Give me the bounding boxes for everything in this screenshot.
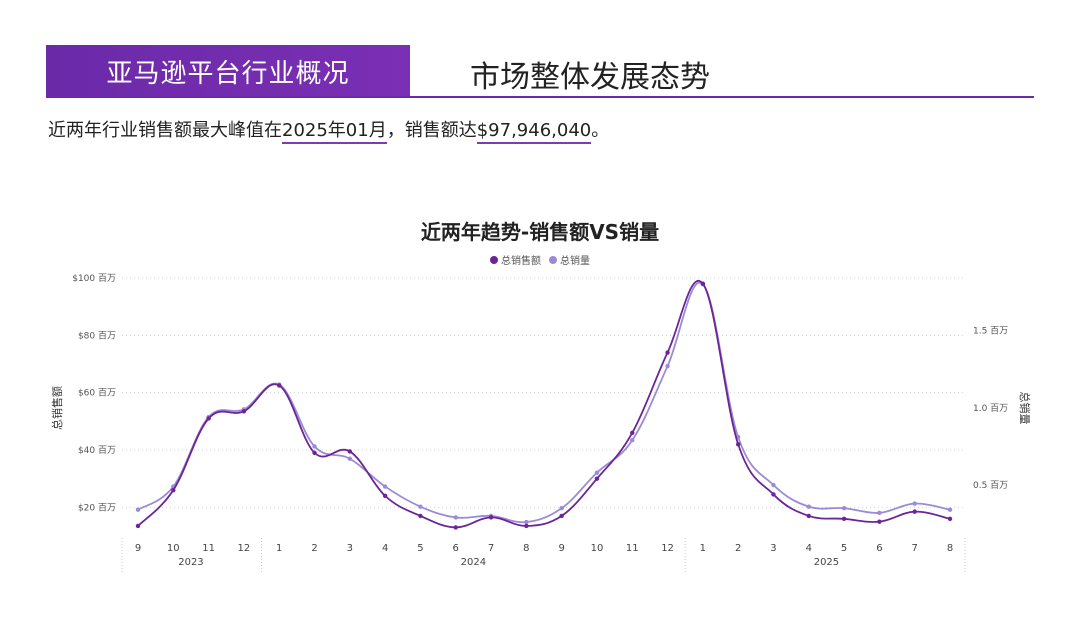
data-point-sales	[171, 487, 176, 493]
x-tick-label: 7	[912, 543, 918, 554]
series-line-sales	[137, 280, 951, 529]
x-tick-label: 5	[417, 543, 423, 554]
data-point-volume	[347, 456, 353, 461]
data-point-sales	[700, 281, 706, 286]
data-point-volume	[135, 507, 141, 512]
data-point-sales	[912, 509, 917, 514]
y-left-tick-label: $60 百万	[78, 388, 116, 399]
data-point-sales	[735, 442, 741, 447]
data-point-volume	[912, 501, 917, 506]
x-tick-label: 2	[311, 543, 317, 554]
y-left-axis-title: 总销售额	[50, 386, 64, 430]
x-tick-label: 1	[700, 543, 706, 554]
y-left-tick-label: $80 百万	[78, 330, 116, 341]
data-point-sales	[241, 409, 247, 414]
data-point-sales	[947, 516, 953, 521]
data-point-volume	[559, 505, 564, 511]
x-tick-label: 10	[167, 543, 180, 554]
x-year-label: 2023	[178, 557, 203, 568]
data-point-sales	[382, 493, 388, 499]
data-point-volume	[771, 482, 776, 488]
summary-prefix: 近两年行业销售额最大峰值在	[48, 120, 282, 141]
y-right-axis-title: 总销量	[1018, 392, 1032, 425]
x-year-label: 2024	[461, 557, 486, 568]
data-point-volume	[877, 510, 882, 516]
series-line-volume	[137, 281, 951, 524]
page-title: 市场整体发展态势	[470, 60, 710, 95]
data-point-volume	[382, 484, 388, 489]
data-point-sales	[312, 450, 317, 456]
x-tick-label: 9	[558, 543, 564, 554]
x-tick-label: 7	[488, 543, 494, 554]
data-point-sales	[594, 476, 600, 481]
summary-mid: ，销售额达	[386, 120, 477, 141]
legend-label-volume: 总销量	[560, 256, 590, 267]
summary-text: 近两年行业销售额最大峰值在2025年01月，销售额达$97,946,040。	[48, 116, 610, 144]
x-tick-label: 4	[382, 543, 388, 554]
x-tick-label: 9	[135, 543, 141, 554]
legend-dot-volume	[549, 255, 557, 264]
data-point-sales	[559, 513, 564, 519]
data-point-volume	[594, 470, 600, 475]
data-point-sales	[347, 449, 353, 454]
data-point-sales	[453, 525, 458, 530]
x-tick-label: 4	[806, 543, 812, 554]
header-divider	[46, 96, 1034, 98]
x-tick-label: 11	[202, 543, 215, 554]
x-tick-label: 10	[591, 543, 604, 554]
legend-label-sales: 总销售额	[501, 256, 541, 267]
y-right-tick-label: 0.5 百万	[973, 480, 1008, 491]
data-point-volume	[947, 507, 953, 512]
y-left-tick-label: $40 百万	[78, 445, 116, 456]
data-point-volume	[453, 515, 458, 520]
data-point-sales	[841, 516, 847, 521]
y-right-tick-label: 1.0 百万	[973, 403, 1008, 414]
y-left-tick-label: $100 百万	[72, 273, 116, 284]
data-point-volume	[312, 444, 317, 449]
x-tick-label: 8	[947, 543, 953, 554]
x-tick-label: 3	[770, 543, 776, 554]
data-point-sales	[771, 492, 776, 497]
x-tick-label: 12	[238, 543, 251, 554]
x-tick-label: 2	[735, 543, 741, 554]
y-left-tick-label: $20 百万	[78, 502, 116, 513]
data-point-sales	[877, 519, 882, 524]
x-tick-label: 6	[876, 543, 882, 554]
data-point-sales	[206, 416, 211, 421]
data-point-sales	[630, 430, 635, 435]
summary-peak-month: 2025年01月	[282, 120, 387, 144]
x-tick-label: 3	[347, 543, 353, 554]
data-point-sales	[524, 523, 529, 529]
data-point-volume	[841, 505, 847, 511]
data-point-sales	[488, 515, 494, 520]
data-point-volume	[806, 504, 811, 509]
summary-suffix: 。	[591, 120, 610, 141]
x-year-label: 2025	[814, 557, 839, 568]
x-tick-label: 5	[841, 543, 847, 554]
data-point-volume	[630, 438, 635, 443]
y-right-tick-label: 1.5 百万	[973, 326, 1008, 337]
legend-item-volume[interactable]: 总销量	[549, 252, 590, 267]
data-point-sales	[806, 513, 811, 519]
x-tick-label: 11	[626, 543, 639, 554]
x-tick-label: 1	[276, 543, 282, 554]
section-badge: 亚马逊平台行业概况	[46, 45, 410, 97]
legend-dot-sales	[490, 255, 498, 264]
chart-legend: 总销售额 总销量	[0, 252, 1080, 267]
data-point-volume	[665, 363, 670, 369]
data-point-sales	[277, 383, 282, 388]
x-tick-label: 12	[661, 543, 674, 554]
chart-title: 近两年趋势-销售额VS销量	[420, 220, 660, 244]
data-point-volume	[524, 519, 529, 525]
data-point-sales	[665, 350, 670, 355]
legend-item-sales[interactable]: 总销售额	[490, 252, 541, 267]
x-tick-label: 8	[523, 543, 529, 554]
summary-peak-value: $97,946,040	[476, 120, 592, 144]
data-point-sales	[418, 513, 423, 519]
section-badge-label: 亚马逊平台行业概况	[106, 58, 350, 89]
data-point-sales	[135, 523, 141, 529]
data-point-volume	[418, 504, 423, 509]
x-tick-label: 6	[453, 543, 459, 554]
